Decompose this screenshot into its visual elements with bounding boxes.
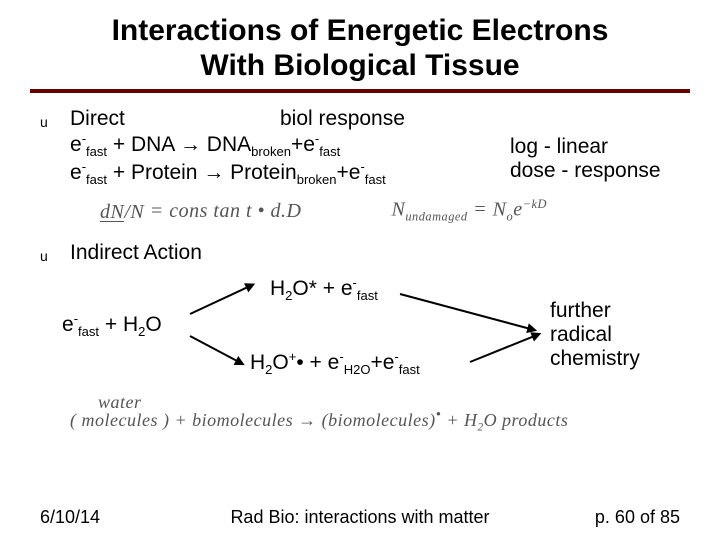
arrow-up [190, 284, 254, 315]
arrow-top-right [400, 293, 536, 331]
indirect-heading: Indirect Action [70, 241, 680, 265]
footer-page: p. 60 of 85 [595, 507, 680, 528]
indirect-diagram: e-fast + H2O H2O* + e-fast H2O+• + e-H2O… [70, 269, 680, 389]
bullet-u: u [40, 107, 70, 130]
indirect-top: H2O* + e-fast [270, 275, 378, 303]
direct-side: log - linear dose - response [510, 131, 680, 183]
footer-center: Rad Bio: interactions with matter [230, 507, 489, 528]
formula-row: dN/N = cons tan t • d.D Nundamaged = Noe… [100, 197, 680, 225]
direct-heading: Direct [70, 107, 280, 131]
indirect-left: e-fast + H2O [62, 311, 162, 339]
formula-right: Nundamaged = Noe−kD [391, 197, 546, 225]
arrow-down [190, 335, 244, 365]
title-line1: Interactions of Energetic Electrons [112, 14, 609, 47]
indirect-side: further radical chemistry [550, 299, 640, 371]
direct-block: u Direct biol response e-fast + DNA → DN… [40, 107, 680, 187]
direct-line1: e-fast + DNA → DNAbroken+e-fast [70, 131, 510, 159]
indirect-block: u Indirect Action e-fast + H2O H2O* + e-… [40, 241, 680, 434]
arrow-bot-right [470, 333, 540, 363]
content: u Direct biol response e-fast + DNA → DN… [0, 93, 720, 434]
footer-date: 6/10/14 [40, 507, 100, 528]
direct-line2: e-fast + Protein → Proteinbroken+e-fast [70, 159, 510, 187]
footer: 6/10/14 Rad Bio: interactions with matte… [0, 507, 720, 528]
bullet-u: u [40, 241, 70, 264]
biol-response: biol response [280, 107, 405, 131]
formula-left: dN/N = cons tan t • d.D [100, 200, 301, 223]
formula2: ( watermolecules ) + biomolecules → (bio… [70, 393, 680, 434]
indirect-bottom: H2O+• + e-H2O+e-fast [250, 349, 420, 377]
title-line2: With Biological Tissue [200, 49, 519, 82]
